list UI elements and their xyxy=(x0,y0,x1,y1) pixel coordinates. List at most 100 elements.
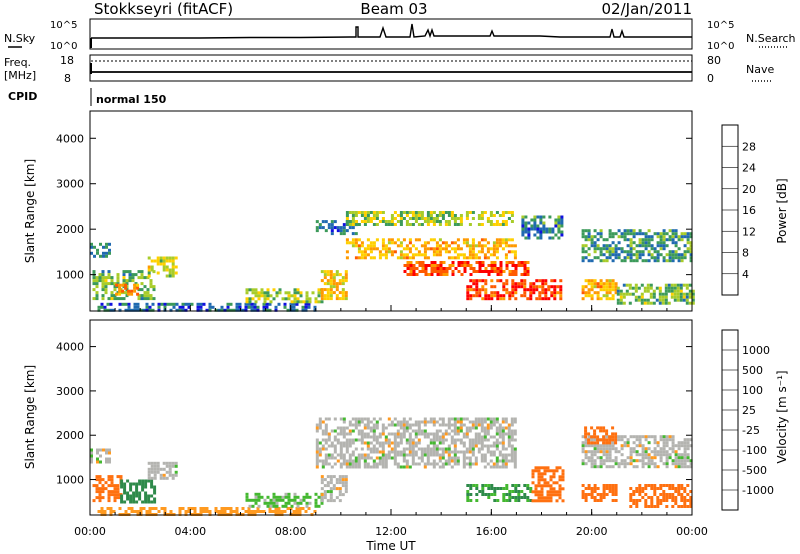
velocity-echo-cell xyxy=(432,450,436,454)
power-echo-cell xyxy=(357,244,361,248)
power-echo-cell xyxy=(495,241,499,245)
power-echo-cell xyxy=(468,253,472,257)
power-echo-cell xyxy=(520,279,524,283)
power-echo-cell xyxy=(130,308,134,312)
power-echo-cell xyxy=(511,294,515,298)
power-panel xyxy=(90,111,692,311)
power-echo-cell xyxy=(593,291,597,295)
power-echo-cell xyxy=(674,235,678,239)
velocity-echo-cell xyxy=(474,459,478,463)
power-echo-cell xyxy=(553,285,557,289)
power-echo-cell xyxy=(490,264,494,267)
power-echo-cell xyxy=(493,294,497,298)
velocity-echo-cell xyxy=(638,499,642,502)
velocity-echo-cell xyxy=(602,493,606,496)
power-echo-cell xyxy=(507,244,511,248)
power-echo-cell xyxy=(133,305,137,309)
velocity-echo-cell xyxy=(402,435,406,439)
velocity-echo-cell xyxy=(677,465,681,469)
velocity-echo-cell xyxy=(623,465,627,469)
power-echo-cell xyxy=(105,245,108,249)
power-echo-cell xyxy=(650,235,654,239)
power-echo-cell xyxy=(116,291,120,295)
power-echo-cell xyxy=(553,288,557,292)
power-echo-cell xyxy=(662,256,666,260)
power-echo-cell xyxy=(481,279,485,283)
power-echo-cell xyxy=(124,283,128,287)
power-echo-cell xyxy=(102,251,105,255)
power-echo-cell xyxy=(369,247,373,251)
power-echo-cell xyxy=(481,270,485,273)
velocity-echo-cell xyxy=(653,435,657,439)
velocity-echo-cell xyxy=(378,456,382,460)
power-echo-cell xyxy=(336,229,340,233)
velocity-echo-cell xyxy=(414,462,418,466)
velocity-echo-cell xyxy=(420,429,424,433)
velocity-echo-cell xyxy=(363,417,367,421)
power-echo-cell xyxy=(453,223,457,226)
velocity-echo-cell xyxy=(289,507,293,510)
velocity-echo-cell xyxy=(162,473,166,477)
power-echo-cell xyxy=(496,279,500,283)
velocity-echo-cell xyxy=(487,493,491,496)
power-echo-cell xyxy=(450,211,454,214)
velocity-echo-cell xyxy=(686,493,690,496)
power-echo-cell xyxy=(442,261,446,264)
velocity-echo-cell xyxy=(584,456,588,460)
velocity-echo-cell xyxy=(268,507,272,510)
velocity-echo-cell xyxy=(357,456,361,460)
velocity-echo-cell xyxy=(190,507,194,510)
velocity-echo-cell xyxy=(558,478,562,482)
velocity-echo-cell xyxy=(405,426,409,430)
power-echo-cell xyxy=(329,285,333,289)
velocity-echo-cell xyxy=(178,507,182,510)
velocity-echo-cell xyxy=(555,466,559,470)
velocity-echo-cell xyxy=(357,459,361,463)
velocity-echo-cell xyxy=(635,459,639,463)
velocity-echo-cell xyxy=(474,435,478,439)
power-echo-cell xyxy=(460,261,464,264)
velocity-echo-cell xyxy=(296,495,300,499)
velocity-echo-cell xyxy=(683,487,687,490)
velocity-echo-cell xyxy=(656,499,660,502)
power-echo-cell xyxy=(378,250,382,254)
power-echo-cell xyxy=(110,294,114,298)
velocity-echo-cell xyxy=(505,487,509,490)
power-echo-cell xyxy=(162,262,166,266)
power-echo-cell xyxy=(614,288,618,292)
power-echo-cell xyxy=(95,282,99,286)
velocity-echo-cell xyxy=(302,495,306,499)
velocity-echo-cell xyxy=(344,484,348,488)
power-echo-cell xyxy=(293,291,297,295)
power-echo-cell xyxy=(524,221,528,225)
velocity-echo-cell xyxy=(378,435,382,439)
velocity-echo-cell xyxy=(315,462,319,466)
velocity-echo-cell xyxy=(514,490,518,493)
power-echo-cell xyxy=(332,279,336,283)
power-echo-cell xyxy=(671,238,675,242)
velocity-echo-cell xyxy=(647,453,651,457)
velocity-echo-cell xyxy=(501,462,505,466)
power-echo-cell xyxy=(527,233,531,237)
power-echo-cell xyxy=(608,244,612,248)
velocity-echo-cell xyxy=(552,487,556,491)
power-echo-cell xyxy=(629,241,633,245)
velocity-echo-cell xyxy=(293,495,297,499)
power-echo-cell xyxy=(533,221,537,225)
velocity-echo-cell xyxy=(369,429,373,433)
velocity-echo-cell xyxy=(671,487,675,490)
power-echo-cell xyxy=(260,288,264,292)
velocity-echo-cell xyxy=(284,501,288,505)
velocity-echo-cell xyxy=(543,469,547,473)
power-echo-cell xyxy=(390,250,394,254)
velocity-echo-cell xyxy=(305,495,309,499)
power-echo-cell xyxy=(121,302,125,306)
velocity-echo-cell xyxy=(555,493,559,497)
power-echo-cell xyxy=(628,301,632,305)
power-echo-cell xyxy=(504,223,508,226)
power-echo-cell xyxy=(548,236,552,240)
velocity-echo-cell xyxy=(486,432,490,436)
velocity-echo-cell xyxy=(549,499,553,503)
velocity-echo-cell xyxy=(641,453,645,457)
velocity-echo-cell xyxy=(611,493,615,496)
